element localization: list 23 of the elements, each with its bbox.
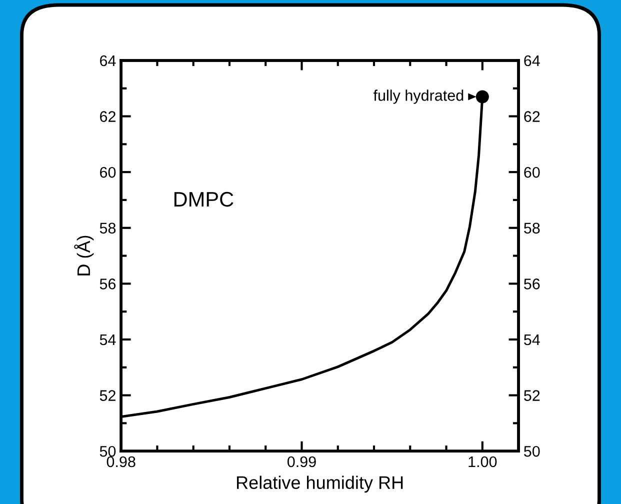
y-tick-label: 64 bbox=[100, 55, 116, 66]
annotation: fully hydrated bbox=[373, 90, 464, 104]
y-tick-label: 60 bbox=[100, 166, 116, 178]
x-tick-label: 0.98 bbox=[106, 456, 136, 468]
x-tick-label: 0.99 bbox=[287, 456, 316, 468]
y2-tick-label: 50 bbox=[524, 446, 540, 457]
y-tick-label: 56 bbox=[100, 278, 116, 290]
y2-tick-label: 62 bbox=[524, 111, 540, 122]
x-axis-title: Relative humidity RH bbox=[237, 476, 403, 493]
y2-tick-label: 58 bbox=[524, 222, 540, 234]
annotation: DMPC bbox=[174, 192, 234, 207]
y2-tick-label: 56 bbox=[524, 278, 540, 290]
y-tick-label: 62 bbox=[100, 111, 116, 122]
y2-tick-label: 52 bbox=[524, 390, 540, 401]
y2-tick-label: 60 bbox=[524, 166, 540, 178]
y-tick-label: 52 bbox=[100, 390, 116, 401]
y2-tick-label: 54 bbox=[524, 334, 540, 346]
y-axis-title: D (Å) bbox=[74, 236, 94, 276]
y-tick-label: 54 bbox=[100, 334, 116, 346]
y-tick-label: 50 bbox=[100, 446, 116, 457]
y2-tick-label: 64 bbox=[524, 55, 540, 66]
y-tick-label: 58 bbox=[100, 222, 116, 234]
x-tick-label: 1.00 bbox=[468, 456, 497, 468]
